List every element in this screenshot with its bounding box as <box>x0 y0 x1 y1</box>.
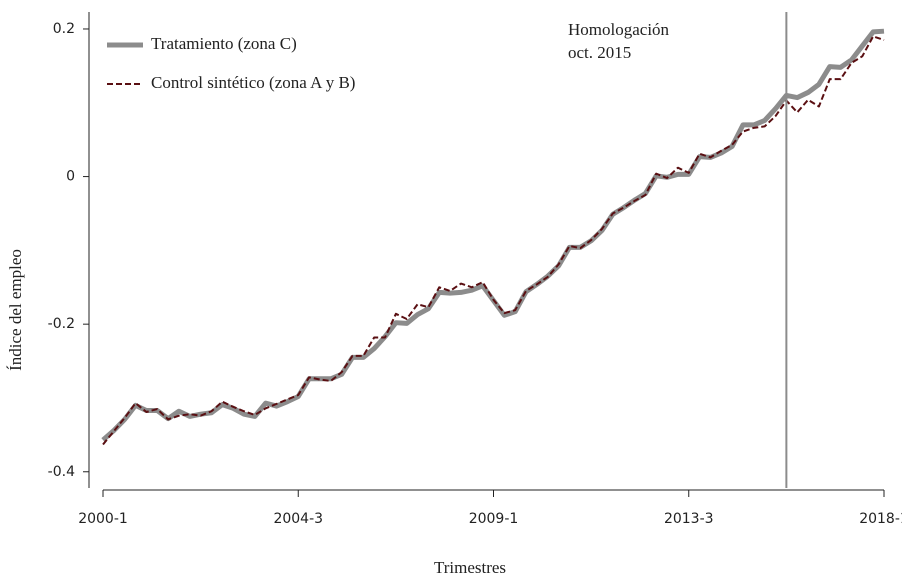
y-tick-label: 0.2 <box>53 21 75 37</box>
event-label: oct. 2015 <box>568 43 631 62</box>
series-line <box>101 28 885 442</box>
legend-label: Control sintético (zona A y B) <box>151 73 355 92</box>
x-tick-label: 2004-3 <box>273 511 323 527</box>
x-axis-label: Trimestres <box>434 558 506 577</box>
x-tick-label: 2009-1 <box>469 511 519 527</box>
y-tick-label: 0 <box>66 169 75 185</box>
x-tick-label: 2013-3 <box>664 511 714 527</box>
series-line <box>102 35 885 446</box>
x-tick-label: 2000-1 <box>78 511 128 527</box>
x-tick-label: 2018-1 <box>859 511 902 527</box>
y-tick-label: -0.2 <box>48 316 75 332</box>
event-label: Homologación <box>568 20 670 39</box>
y-tick-label: -0.4 <box>48 464 75 480</box>
y-axis-label: Índice del empleo <box>6 249 25 371</box>
legend-label: Tratamiento (zona C) <box>151 34 297 53</box>
